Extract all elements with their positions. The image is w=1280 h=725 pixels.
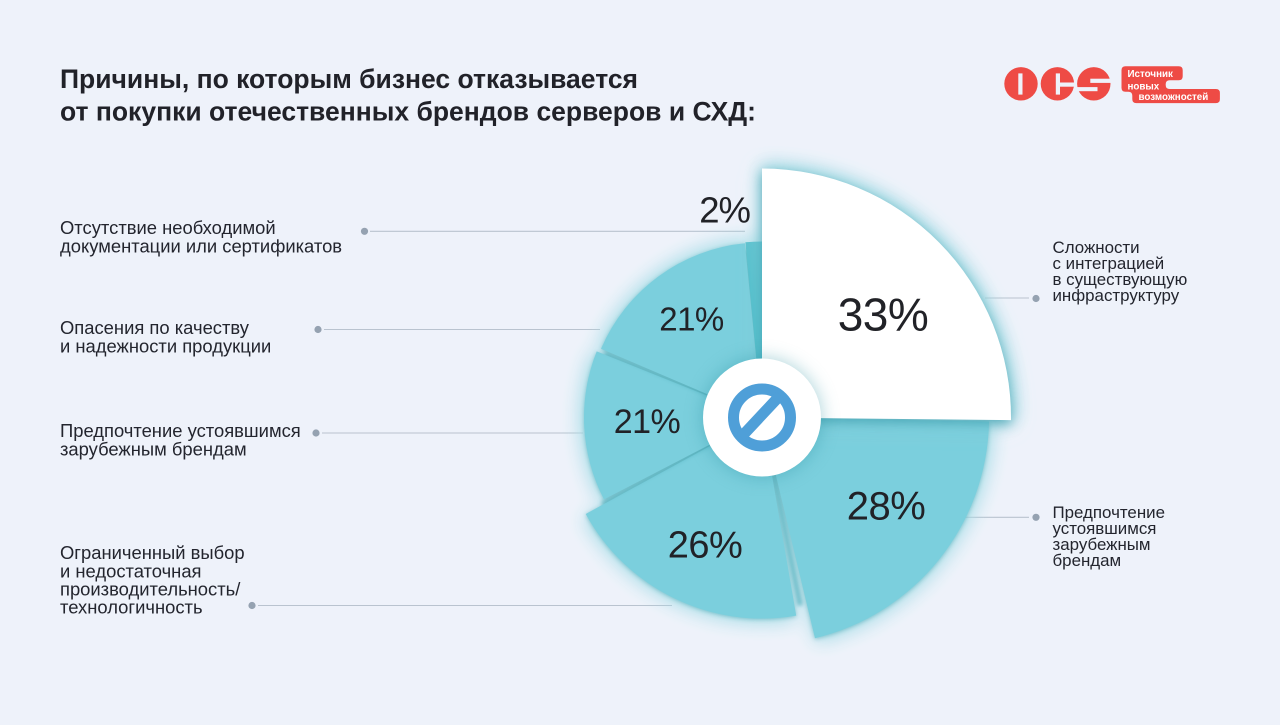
svg-text:Ограниченный выбор: Ограниченный выбор xyxy=(60,542,245,563)
svg-text:26%: 26% xyxy=(668,525,743,567)
svg-text:устоявшимся: устоявшимся xyxy=(1053,519,1157,538)
svg-text:возможностей: возможностей xyxy=(1139,92,1209,103)
svg-text:33%: 33% xyxy=(838,289,929,341)
svg-text:21%: 21% xyxy=(659,301,724,338)
svg-text:28%: 28% xyxy=(847,485,926,529)
svg-text:зарубежным: зарубежным xyxy=(1053,535,1151,554)
svg-text:Опасения по качеству: Опасения по качеству xyxy=(60,317,250,338)
svg-text:и надежности продукции: и надежности продукции xyxy=(60,335,271,356)
svg-text:Сложности: Сложности xyxy=(1053,238,1140,257)
svg-text:производительность/: производительность/ xyxy=(60,579,241,600)
svg-text:в существующую: в существующую xyxy=(1053,270,1188,289)
svg-text:2%: 2% xyxy=(699,190,750,231)
svg-text:технологичность: технологичность xyxy=(60,597,203,618)
svg-text:инфраструктуру: инфраструктуру xyxy=(1053,286,1180,305)
svg-text:зарубежным брендам: зарубежным брендам xyxy=(60,439,247,460)
svg-text:и недостаточная: и недостаточная xyxy=(60,561,202,582)
svg-text:Предпочтение устоявшимся: Предпочтение устоявшимся xyxy=(60,420,301,441)
svg-text:от покупки отечественных бренд: от покупки отечественных брендов серверо… xyxy=(60,97,756,127)
svg-text:Источник: Источник xyxy=(1128,69,1174,80)
svg-text:Причины, по которым бизнес отк: Причины, по которым бизнес отказывается xyxy=(60,64,638,94)
svg-text:Отсутствие необходимой: Отсутствие необходимой xyxy=(60,217,276,238)
svg-text:новых: новых xyxy=(1128,81,1160,92)
svg-text:Предпочтение: Предпочтение xyxy=(1053,503,1165,522)
svg-text:брендам: брендам xyxy=(1053,551,1122,570)
svg-text:21%: 21% xyxy=(614,403,681,441)
svg-text:с интеграцией: с интеграцией xyxy=(1053,254,1165,273)
svg-text:документации или сертификатов: документации или сертификатов xyxy=(60,236,342,257)
